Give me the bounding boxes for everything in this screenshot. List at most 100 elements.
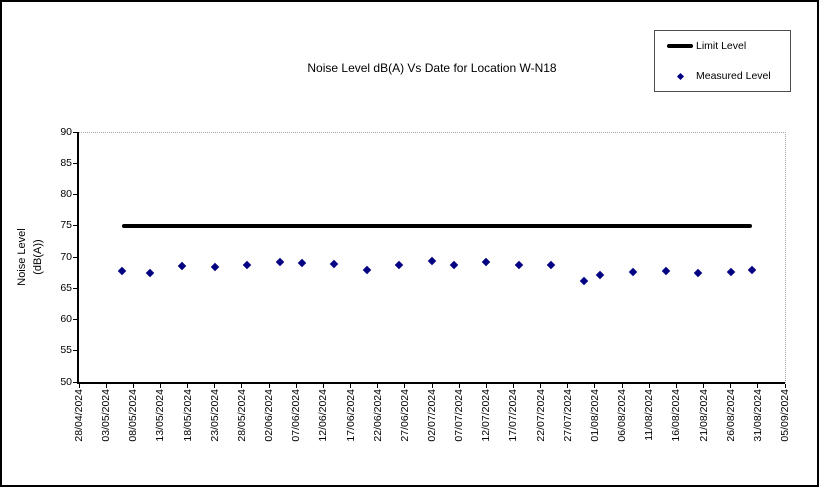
x-axis-tick [159, 384, 161, 388]
x-tick-label-text: 03/05/2024 [100, 389, 113, 442]
x-tick-label-text: 05/09/2024 [779, 389, 791, 442]
x-tick-label: 03/05/2024 [100, 389, 112, 453]
y-axis-tick [73, 319, 77, 320]
x-tick-label: 07/06/2024 [290, 389, 302, 453]
x-tick-label: 27/06/2024 [399, 389, 411, 453]
x-tick-label-text: 27/06/2024 [398, 389, 411, 442]
x-tick-label: 22/07/2024 [535, 389, 547, 453]
y-axis-tick [73, 350, 77, 352]
y-axis-tick [73, 194, 77, 195]
x-axis-tick [512, 384, 514, 388]
y-tick-label: 50 [60, 375, 72, 388]
y-tick-label: 75 [60, 219, 72, 232]
x-axis-tick [757, 384, 759, 388]
y-tick-label: 65 [60, 281, 72, 294]
x-axis-tick [404, 384, 406, 388]
x-tick-label: 16/08/2024 [670, 389, 682, 453]
x-axis-tick [458, 384, 460, 388]
x-tick-label-text: 12/06/2024 [317, 389, 330, 442]
x-tick-label: 26/08/2024 [725, 389, 737, 453]
x-axis-tick [377, 384, 379, 388]
x-tick-label-text: 02/06/2024 [263, 389, 276, 442]
y-axis-tick [73, 225, 77, 227]
x-axis-tick [784, 384, 786, 388]
x-tick-label: 02/06/2024 [263, 389, 275, 453]
x-axis-tick [241, 384, 243, 388]
x-tick-label-text: 23/05/2024 [208, 389, 221, 442]
x-tick-label-text: 01/08/2024 [588, 389, 601, 442]
x-tick-label-text: 12/07/2024 [480, 389, 493, 442]
x-tick-label-text: 13/05/2024 [154, 389, 167, 442]
x-tick-label-text: 07/07/2024 [453, 389, 466, 442]
x-tick-label-text: 28/05/2024 [235, 389, 248, 442]
chart-title: Noise Level dB(A) Vs Date for Location W… [307, 61, 557, 75]
y-axis-tick [73, 131, 77, 133]
x-axis-tick [730, 384, 732, 388]
x-tick-label-text: 27/07/2024 [561, 389, 574, 442]
x-tick-label: 11/08/2024 [643, 389, 655, 453]
x-tick-label-text: 17/07/2024 [507, 389, 520, 442]
y-axis-tick [73, 381, 77, 383]
limit-level-line-sample [667, 31, 693, 61]
y-axis-line [77, 132, 79, 383]
legend-item-measured-level: Measured Level [655, 61, 790, 91]
x-axis-tick [78, 384, 80, 388]
x-tick-label: 17/06/2024 [345, 389, 357, 453]
line-icon [667, 44, 693, 48]
x-tick-label-text: 18/05/2024 [181, 389, 194, 442]
x-tick-label-text: 02/07/2024 [426, 389, 438, 442]
x-axis-tick [540, 384, 542, 388]
x-axis-tick [322, 384, 324, 388]
x-axis-tick [295, 384, 297, 388]
legend: Limit Level Measured Level [654, 30, 791, 92]
x-tick-label: 22/06/2024 [372, 389, 384, 453]
x-tick-label-text: 26/08/2024 [724, 389, 737, 442]
x-tick-label: 12/06/2024 [317, 389, 329, 453]
y-axis-tick [73, 287, 77, 289]
legend-label-measured-level: Measured Level [696, 70, 771, 82]
x-axis-tick [187, 384, 189, 388]
x-axis-tick [675, 384, 677, 388]
x-tick-label-text: 06/08/2024 [616, 389, 629, 442]
x-tick-label: 27/07/2024 [562, 389, 574, 453]
x-axis-tick [648, 384, 650, 388]
x-axis-tick [703, 384, 705, 388]
x-axis-tick [350, 384, 352, 388]
y-tick-label: 80 [60, 188, 72, 200]
x-tick-label-text: 22/07/2024 [534, 389, 547, 442]
x-tick-label: 28/05/2024 [236, 389, 248, 453]
x-axis-tick [214, 384, 216, 388]
x-tick-label: 01/08/2024 [589, 389, 601, 453]
x-tick-label: 17/07/2024 [507, 389, 519, 453]
x-axis-tick [621, 384, 623, 388]
legend-item-limit-level: Limit Level [655, 31, 790, 61]
x-tick-label-text: 17/06/2024 [344, 389, 357, 442]
x-axis-tick [431, 384, 433, 388]
x-tick-label-text: 21/08/2024 [697, 389, 710, 442]
y-tick-label: 90 [60, 125, 72, 138]
y-axis-tick [73, 256, 77, 258]
x-tick-label: 18/05/2024 [182, 389, 194, 453]
x-tick-label: 02/07/2024 [426, 389, 438, 453]
x-tick-label: 08/05/2024 [127, 389, 139, 453]
x-tick-label-text: 11/08/2024 [643, 389, 656, 441]
y-axis-tick [73, 162, 77, 164]
x-tick-label-text: 31/08/2024 [751, 389, 764, 442]
x-axis-tick [268, 384, 270, 388]
diamond-icon [676, 72, 684, 80]
x-tick-label: 07/07/2024 [453, 389, 465, 453]
x-tick-label: 21/08/2024 [698, 389, 710, 453]
measured-level-marker-sample [667, 61, 693, 91]
x-tick-label: 13/05/2024 [154, 389, 166, 453]
x-tick-label-text: 08/05/2024 [127, 389, 140, 442]
y-tick-label: 60 [60, 313, 72, 325]
x-tick-label: 23/05/2024 [209, 389, 221, 453]
x-tick-label-text: 16/08/2024 [670, 389, 683, 442]
y-tick-label: 55 [60, 344, 72, 357]
x-axis-tick [594, 384, 596, 388]
plot-area [79, 132, 786, 383]
x-tick-label-text: 07/06/2024 [290, 389, 303, 442]
limit-level-line [122, 223, 753, 228]
x-tick-label: 28/04/2024 [73, 389, 85, 453]
